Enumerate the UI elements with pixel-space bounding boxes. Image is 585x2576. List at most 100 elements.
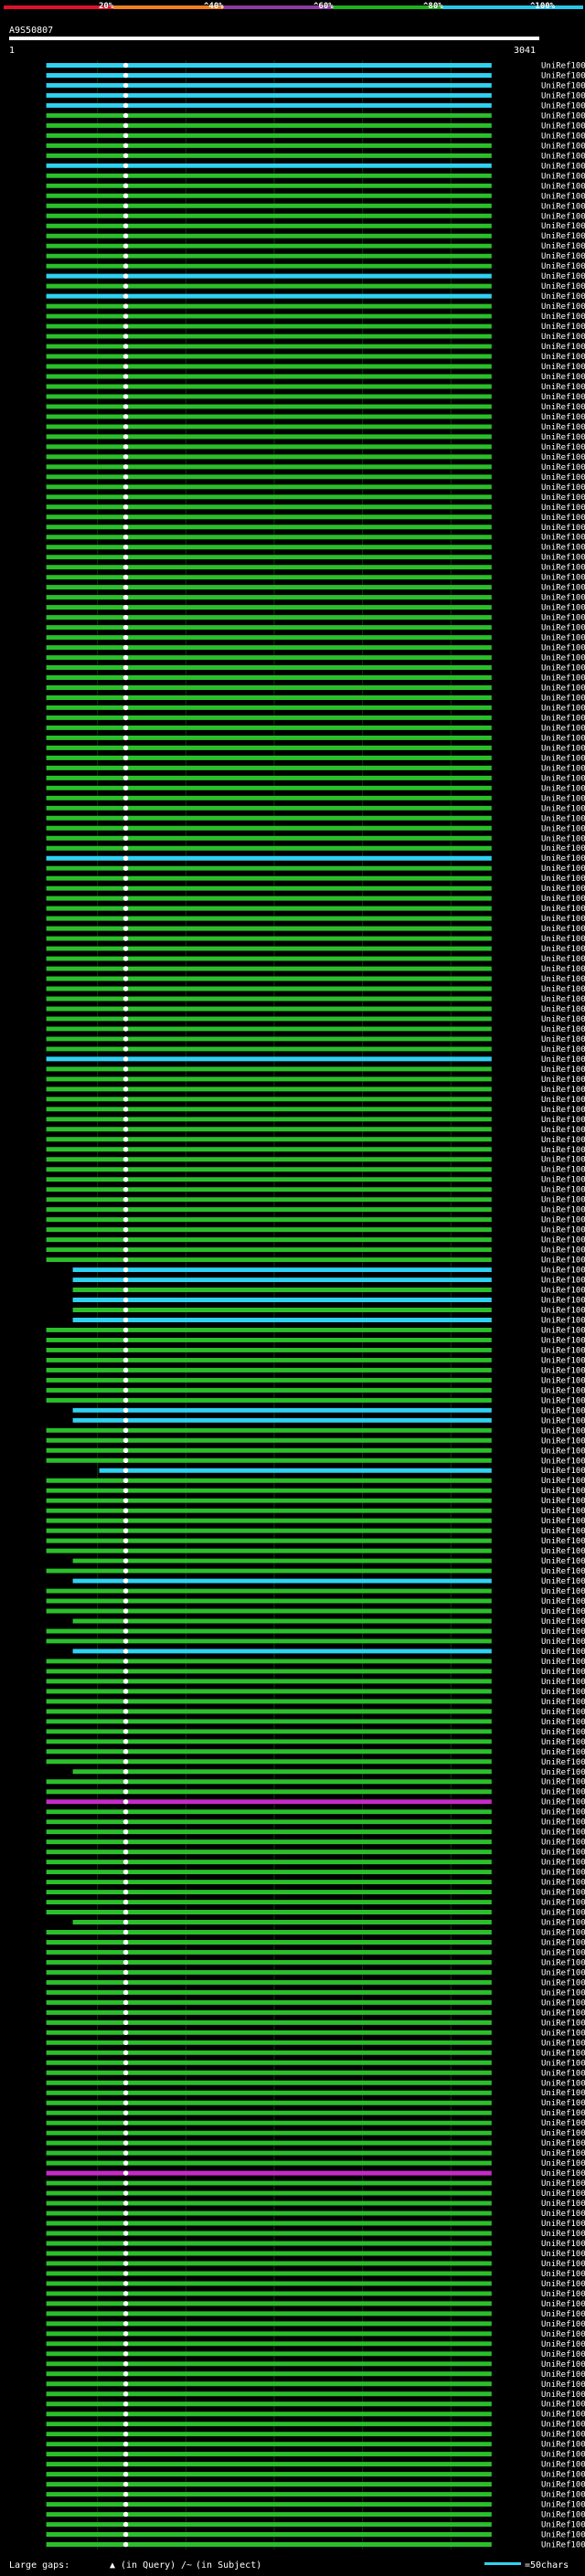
hit-id-label[interactable]: UniRef100_Q6SV31 xyxy=(541,1256,585,1266)
hit-id-label[interactable]: UniRef100_C6TBC3 xyxy=(541,915,585,924)
hit-row[interactable]: UniRef100_A8SJQ3 xyxy=(46,814,585,823)
hit-id-label[interactable]: UniRef100_Q39440 xyxy=(541,1718,585,1727)
hit-id-label[interactable]: UniRef100_Q9SZS7 xyxy=(541,142,585,151)
hit-row[interactable]: UniRef100_Q65045 xyxy=(46,1688,585,1697)
hit-row[interactable]: UniRef100_Q39440 xyxy=(46,1718,585,1727)
hit-id-label[interactable]: UniRef100_Q8XEC7 xyxy=(541,192,585,201)
hit-id-label[interactable]: UniRef100_Q3FH70 xyxy=(541,1658,585,1667)
hit-row[interactable]: UniRef100_Q84RL7 xyxy=(46,764,585,773)
hit-row[interactable]: UniRef100_A9NZ73 xyxy=(46,2029,585,2038)
hit-row[interactable]: UniRef100_C9W115 xyxy=(72,1648,585,1657)
hit-row[interactable]: UniRef100_Q9SZS7 xyxy=(46,142,585,151)
hit-row[interactable]: UniRef100_Q9AYR8 xyxy=(46,302,585,312)
hit-id-label[interactable]: UniRef100_A7J211 xyxy=(541,975,585,984)
hit-id-label[interactable]: UniRef100_B2MUG5 xyxy=(541,1246,585,1256)
hit-row[interactable]: UniRef100_A9UEC7 xyxy=(46,2270,585,2279)
hit-id-label[interactable]: UniRef100_P30302 xyxy=(541,111,585,121)
hit-row[interactable]: UniRef100_C9W111 xyxy=(72,1416,585,1426)
hit-row[interactable]: UniRef100_C9W14O xyxy=(72,1287,585,1296)
hit-id-label[interactable]: UniRef100_Q5M121 xyxy=(541,704,585,713)
hit-id-label[interactable]: UniRef100_Q2I027 xyxy=(541,1176,585,1185)
hit-id-label[interactable]: UniRef100_A8SJQ3 xyxy=(541,814,585,823)
hit-id-label[interactable]: UniRef100_Q9ZV07 xyxy=(541,1216,585,1225)
hit-row[interactable]: UniRef100_P43287 xyxy=(46,132,585,141)
hit-row[interactable]: UniRef100_C9W110 xyxy=(72,1316,585,1325)
hit-id-label[interactable]: UniRef100_Q7XHP3 xyxy=(541,1326,585,1335)
hit-id-label[interactable]: UniRef100_C9W14O xyxy=(541,1287,585,1296)
hit-row[interactable]: UniRef100_Q9HTM6 xyxy=(46,292,585,302)
hit-id-label[interactable]: UniRef100_A9NP15 xyxy=(541,2059,585,2068)
hit-row[interactable]: UniRef100_Q9M7C3 xyxy=(46,1065,585,1075)
hit-id-label[interactable]: UniRef100_Q9M7C3 xyxy=(541,1065,585,1075)
hit-row[interactable]: UniRef100_C6TEH7 xyxy=(46,574,585,583)
hit-id-label[interactable]: UniRef100_Q24049 xyxy=(541,242,585,251)
hit-id-label[interactable]: UniRef100_A9UEC3 xyxy=(541,2310,585,2319)
hit-id-label[interactable]: UniRef100_Q9SHG7 xyxy=(541,101,585,111)
hit-row[interactable]: UniRef100_P43286 xyxy=(46,152,585,161)
hit-id-label[interactable]: UniRef100_C9W111 xyxy=(541,1416,585,1426)
hit-id-label[interactable]: UniRef100_B9R0I1 xyxy=(541,2169,585,2178)
hit-row[interactable]: UniRef100_A9PB14 xyxy=(46,473,585,482)
hit-id-label[interactable]: UniRef100_B6T634 xyxy=(541,1005,585,1014)
hit-row[interactable]: UniRef100_B4FCN0 xyxy=(46,1116,585,1125)
hit-id-label[interactable]: UniRef100_C9W115 xyxy=(541,1648,585,1657)
hit-row[interactable]: UniRef100_B2MUG5 xyxy=(46,1246,585,1256)
hit-id-label[interactable]: UniRef100_C7E6G1 xyxy=(541,694,585,703)
hit-row[interactable]: UniRef100_A9NPE3 xyxy=(46,2079,585,2088)
hit-row[interactable]: UniRef100_Q7I1E6 xyxy=(46,2089,585,2098)
hit-id-label[interactable]: UniRef100_Q4B1X5 xyxy=(541,2230,585,2239)
hit-id-label[interactable]: UniRef100_A9NDD6 xyxy=(541,2220,585,2229)
hit-row[interactable]: UniRef100_A9UED2 xyxy=(46,2521,585,2530)
hit-row[interactable]: UniRef100_Q2I027 xyxy=(46,1176,585,1185)
hit-row[interactable]: UniRef100_Q9FG34 xyxy=(46,433,585,442)
hit-id-label[interactable]: UniRef100_C9W449 xyxy=(541,1567,585,1576)
hit-id-label[interactable]: UniRef100_Q04409 xyxy=(541,2250,585,2259)
hit-row[interactable]: UniRef100_B8B5Q0 xyxy=(46,614,585,623)
hit-id-label[interactable]: UniRef100_A9P7U3 xyxy=(541,282,585,292)
hit-id-label[interactable]: UniRef100_C6TE07 xyxy=(541,714,585,723)
hit-row[interactable]: UniRef100_B3G0K6 xyxy=(46,1366,585,1375)
hit-row[interactable]: UniRef100_C6JRU4 xyxy=(46,1829,585,1838)
hit-row[interactable]: UniRef100_Q8HJA9 xyxy=(46,1879,585,1888)
hit-id-label[interactable]: UniRef100_Q7ZZN7 xyxy=(541,875,585,884)
hit-id-label[interactable]: UniRef100_Q3HX44 xyxy=(541,674,585,684)
hit-row[interactable]: UniRef100_Q1L6A2 xyxy=(46,2179,585,2189)
hit-row[interactable]: UniRef100_C5XVX1 xyxy=(46,373,585,382)
hit-id-label[interactable]: UniRef100_Q9ZVD9 xyxy=(541,1527,585,1536)
hit-row[interactable]: UniRef100_B6T7B8 xyxy=(46,313,585,322)
hit-id-label[interactable]: UniRef100_A9SEC3 xyxy=(541,1899,585,1908)
hit-id-label[interactable]: UniRef100_Q4B518 xyxy=(541,2481,585,2490)
hit-id-label[interactable]: UniRef100_C9W108 xyxy=(541,1406,585,1415)
hit-row[interactable]: UniRef100_C5XW23 xyxy=(46,2501,585,2510)
hit-row[interactable]: UniRef100_B6TR18 xyxy=(46,995,585,1004)
hit-row[interactable]: UniRef100_C0PT3E xyxy=(46,2380,585,2390)
hit-row[interactable]: UniRef100_Q5DVT8 xyxy=(46,1126,585,1135)
hit-row[interactable]: UniRef100_A9UEC3 xyxy=(46,2310,585,2319)
hit-id-label[interactable]: UniRef100_C6JRU4 xyxy=(541,1829,585,1838)
hit-row[interactable]: UniRef100_Q4LDW9 xyxy=(46,1025,585,1034)
hit-id-label[interactable]: UniRef100_A5L4M4 xyxy=(541,1928,585,1937)
hit-row[interactable]: UniRef100_C5Z551 xyxy=(46,212,585,221)
hit-row[interactable]: UniRef100_A2XCD5 xyxy=(46,1978,585,1988)
hit-row[interactable]: UniRef100_P93004 xyxy=(46,1638,585,1647)
hit-id-label[interactable]: UniRef100_A7J212 xyxy=(541,965,585,974)
hit-id-label[interactable]: UniRef100_A9UED2 xyxy=(541,2521,585,2530)
hit-row[interactable]: UniRef100_A9UEC8 xyxy=(46,2411,585,2420)
hit-id-label[interactable]: UniRef100_Q9SGG8 xyxy=(541,81,585,90)
hit-id-label[interactable]: UniRef100_A9NNG3 xyxy=(541,1738,585,1747)
hit-id-label[interactable]: UniRef100_Q2SIZ9 xyxy=(541,1968,585,1977)
hit-row[interactable]: UniRef100_A1FH69 xyxy=(46,453,585,462)
hit-id-label[interactable]: UniRef100_B2D206 xyxy=(541,1798,585,1807)
hit-row[interactable]: UniRef100_C6FC51 xyxy=(46,2009,585,2018)
hit-row[interactable]: UniRef100_Q9ATM8 xyxy=(46,1076,585,1085)
hit-row[interactable]: UniRef100_Q8GHG6 xyxy=(46,162,585,171)
hit-row[interactable]: UniRef100_Q9SHG7 xyxy=(46,101,585,111)
hit-id-label[interactable]: UniRef100_Q8GHG6 xyxy=(541,162,585,171)
hit-row[interactable]: UniRef100_Q5DVT5 xyxy=(46,1758,585,1767)
hit-row[interactable]: UniRef100_A3BJB8 xyxy=(46,504,585,513)
hit-row[interactable]: UniRef100_C9W449 xyxy=(46,1567,585,1576)
hit-id-label[interactable]: UniRef100_C5Z555 xyxy=(541,252,585,261)
hit-id-label[interactable]: UniRef100_Q9ZVQ8 xyxy=(541,1537,585,1546)
hit-id-label[interactable]: UniRef100_C6SYQ2 xyxy=(541,1808,585,1818)
hit-id-label[interactable]: UniRef100_Q9AEV1 xyxy=(541,1778,585,1787)
